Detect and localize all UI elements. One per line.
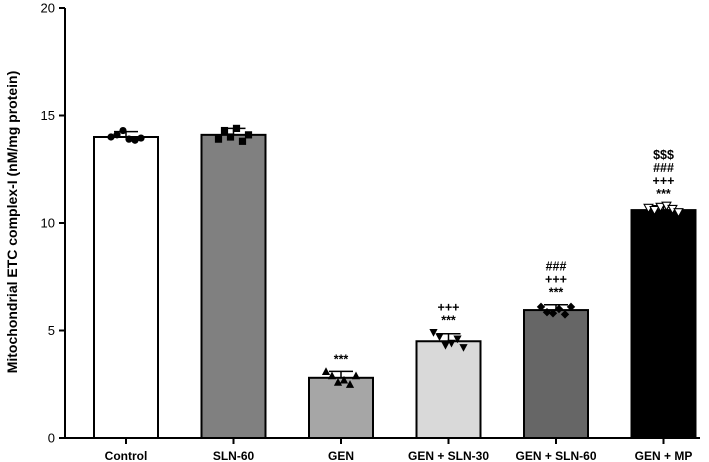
significance-label: *** — [656, 187, 671, 201]
data-point — [137, 134, 145, 142]
data-point — [548, 309, 558, 318]
y-axis-title: Mitochondrial ETC complex-I (nM/mg prote… — [4, 71, 20, 374]
data-point — [673, 208, 684, 218]
data-point — [554, 304, 564, 314]
y-tick-label: 10 — [41, 216, 55, 231]
data-point — [333, 378, 343, 386]
data-point — [131, 136, 139, 144]
significance-label: $$$ — [653, 148, 674, 162]
data-point — [655, 202, 666, 213]
x-tick-label: GEN — [328, 449, 354, 462]
data-point — [441, 341, 450, 350]
data-point — [238, 137, 247, 145]
data-point — [560, 310, 570, 319]
data-point — [327, 371, 337, 380]
data-point — [649, 205, 660, 216]
data-point — [107, 133, 115, 141]
data-point — [447, 339, 456, 348]
data-point — [339, 375, 349, 384]
x-tick-label: GEN + SLN-30 — [408, 449, 489, 462]
significance-label: *** — [549, 286, 564, 300]
y-tick-label: 0 — [48, 431, 55, 446]
y-tick-label: 15 — [41, 108, 55, 123]
significance-label: ### — [546, 260, 567, 274]
bar — [200, 133, 267, 439]
significance-label: *** — [441, 314, 456, 328]
data-point — [119, 126, 127, 135]
bar — [523, 309, 589, 440]
significance-label: +++ — [653, 174, 675, 188]
significance-label: ### — [653, 161, 674, 175]
data-point — [321, 367, 331, 375]
data-point — [125, 135, 133, 143]
significance-label: +++ — [545, 273, 567, 287]
data-point — [566, 302, 576, 312]
bar — [93, 136, 159, 439]
data-point — [113, 131, 121, 139]
data-point — [459, 344, 468, 352]
data-point — [435, 333, 444, 342]
data-point — [536, 302, 546, 312]
data-point — [453, 335, 462, 344]
bar — [630, 209, 697, 439]
x-tick-label: Control — [105, 449, 148, 462]
data-point — [214, 135, 223, 143]
x-tick-label: SLN-60 — [213, 449, 255, 462]
plot-area: 0 5 10 15 20 Control SLN-60 GEN *** GEN + SLN-30 *… — [41, 1, 700, 462]
data-point — [226, 133, 235, 141]
bar — [415, 340, 482, 439]
y-tick-label: 5 — [48, 323, 55, 338]
data-point — [351, 371, 361, 380]
bar — [308, 376, 374, 439]
data-point — [232, 124, 241, 132]
x-tick-label: GEN + SLN-60 — [515, 449, 596, 462]
data-point — [345, 380, 355, 388]
data-point — [244, 131, 253, 139]
y-tick-label: 20 — [41, 1, 55, 16]
data-point — [429, 329, 438, 337]
x-tick-label: GEN + MP — [635, 449, 693, 462]
significance-label: *** — [334, 352, 349, 366]
data-point — [542, 308, 552, 317]
significance-label: +++ — [438, 301, 460, 315]
data-point — [220, 126, 229, 135]
